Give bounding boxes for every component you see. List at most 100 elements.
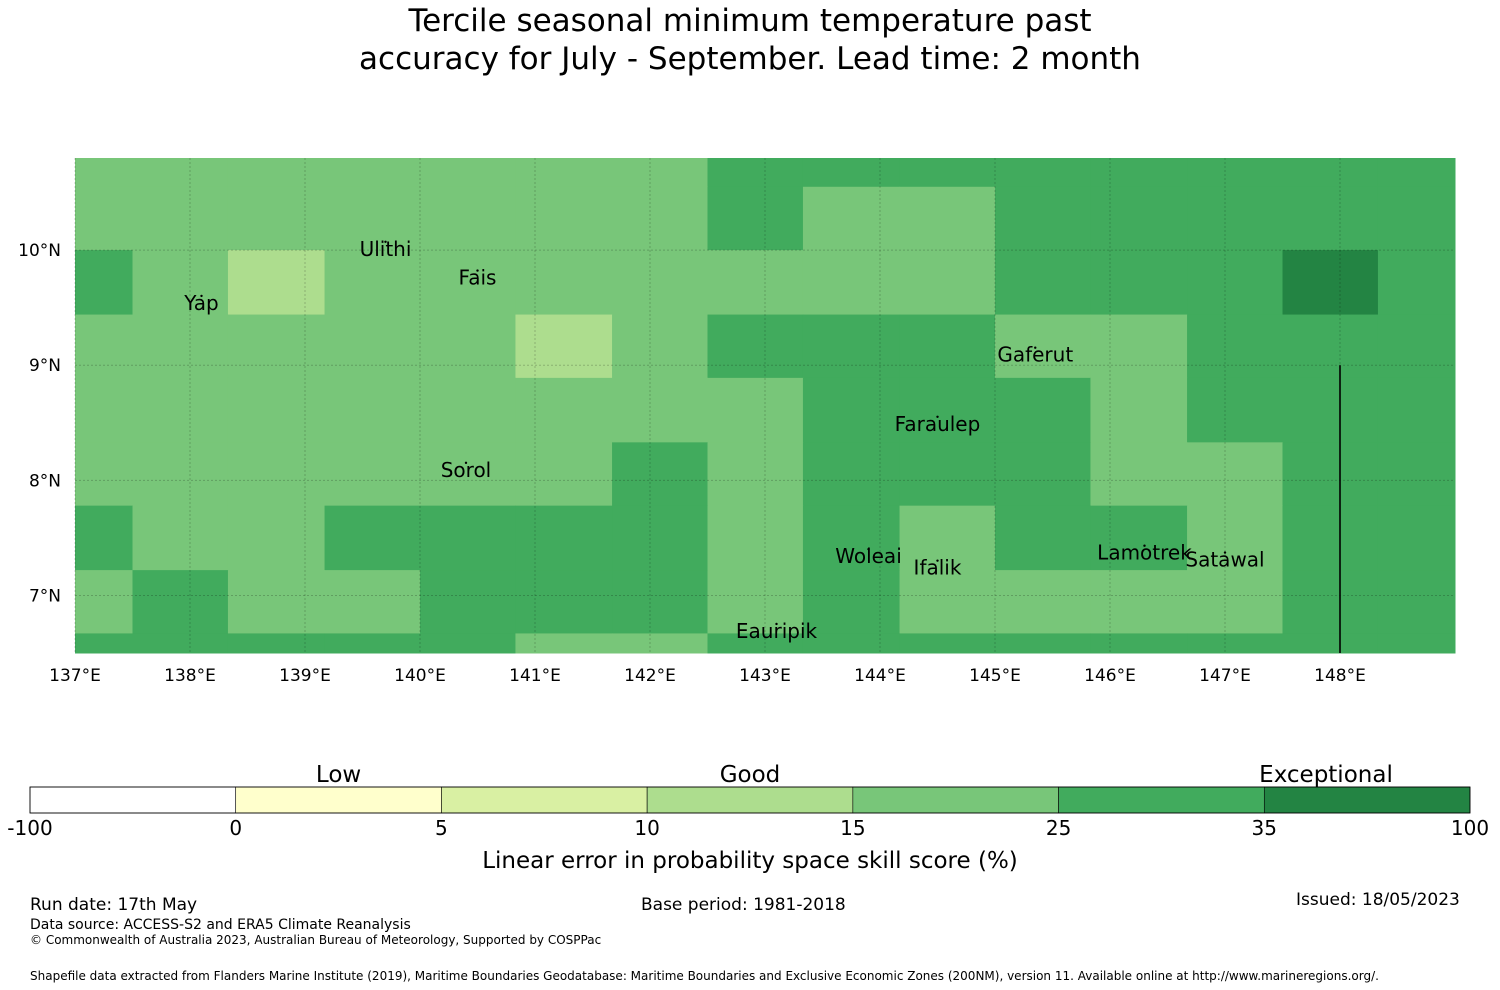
- skill-cell: [515, 186, 613, 251]
- skill-cell: [612, 633, 708, 654]
- skill-cell: [707, 505, 804, 571]
- skill-cell: [515, 442, 613, 507]
- lon-tick-label: 141°E: [509, 666, 561, 686]
- skill-cell: [995, 505, 1091, 571]
- skill-cell: [1090, 314, 1188, 379]
- skill-cell: [995, 633, 1091, 654]
- colorbar-category-label: Exceptional: [1259, 762, 1393, 788]
- lon-tick-label: 140°E: [394, 666, 446, 686]
- colorbar-label: Linear error in probability space skill …: [482, 848, 1018, 874]
- skill-cell: [707, 442, 804, 507]
- skill-cell: [324, 377, 421, 443]
- colorbar-swatch: [1058, 786, 1265, 814]
- place-label: Gaferut: [997, 343, 1073, 367]
- skill-cell: [227, 570, 326, 634]
- graticule: [74, 158, 1455, 653]
- place-label: Ulithi: [360, 237, 412, 261]
- skill-cell: [227, 633, 326, 654]
- skill-cell: [612, 442, 708, 507]
- skill-cell: [899, 186, 996, 251]
- skill-cell: [75, 633, 133, 654]
- place-label: Ifalik: [914, 556, 962, 580]
- lon-tick-label: 144°E: [854, 666, 906, 686]
- skill-cell: [420, 158, 516, 188]
- skill-cell: [515, 377, 613, 443]
- skill-cell: [132, 314, 229, 379]
- skill-cell: [75, 505, 133, 571]
- place-label: Fais: [459, 266, 497, 290]
- skill-cell: [324, 314, 421, 379]
- title-line-1: Tercile seasonal minimum temperature pas…: [408, 3, 1092, 39]
- island-marker: [464, 461, 468, 465]
- skill-cell: [515, 570, 613, 634]
- lon-tick-label: 145°E: [969, 666, 1021, 686]
- skill-cell: [324, 570, 421, 634]
- skill-cell: [132, 570, 229, 634]
- island-marker: [1034, 346, 1037, 349]
- skill-cell: [1187, 633, 1283, 654]
- colorbar: -100 0 5 10 15 25 35 100 Low Good Exceptional Linea…: [7, 762, 1489, 874]
- skill-cell: [324, 505, 421, 571]
- skill-cell: [1377, 377, 1456, 443]
- skill-cell: [515, 314, 613, 379]
- colorbar-category-label: Good: [720, 762, 781, 788]
- colorbar-tick-label: 25: [1046, 816, 1071, 840]
- skill-cell: [1282, 442, 1379, 507]
- skill-cell: [899, 442, 996, 507]
- skill-cell: [802, 314, 901, 379]
- skill-cell: [1187, 158, 1283, 188]
- colorbar-tick-label: 15: [840, 816, 865, 840]
- lon-tick-label: 148°E: [1314, 666, 1366, 686]
- skill-cell: [132, 250, 229, 316]
- skill-cell: [515, 250, 613, 316]
- skill-cell: [802, 250, 901, 316]
- skill-cell: [1090, 442, 1188, 507]
- colorbar-swatch: [852, 786, 1059, 814]
- skill-cell: [75, 570, 133, 634]
- colorbar-swatch: [29, 786, 237, 814]
- skill-cell: [132, 442, 229, 507]
- skill-cell: [324, 158, 421, 188]
- lat-tick-label: 10°N: [18, 241, 61, 261]
- skill-cell: [227, 505, 326, 571]
- skill-cell: [707, 570, 804, 634]
- island-marker: [936, 559, 939, 562]
- skill-cell: [1377, 505, 1456, 571]
- skill-cell: [132, 505, 229, 571]
- island-marker: [476, 269, 479, 272]
- skill-cell: [1187, 250, 1283, 316]
- skill-cell: [899, 158, 996, 188]
- skill-cell: [802, 570, 901, 634]
- skill-cell: [1187, 186, 1283, 251]
- island-marker: [1143, 544, 1146, 547]
- skill-cell: [612, 314, 708, 379]
- skill-cell: [995, 442, 1091, 507]
- skill-cell: [515, 633, 613, 654]
- skill-cell: [420, 442, 516, 507]
- island-marker: [936, 415, 939, 418]
- skill-cell: [227, 442, 326, 507]
- place-labels: Yap Ulithi Fais Gaferut Faraulep Sorol Woleai I…: [183, 237, 1264, 643]
- skill-cell: [1282, 377, 1379, 443]
- skill-cell: [1282, 314, 1379, 379]
- skill-cell: [899, 250, 996, 316]
- skill-cell: [899, 570, 996, 634]
- skill-cell: [802, 377, 901, 443]
- skill-cell: [75, 158, 133, 188]
- skill-cell: [227, 377, 326, 443]
- title-line-2: accuracy for July - September. Lead time…: [359, 41, 1141, 77]
- skill-cell: [75, 377, 133, 443]
- island-marker: [384, 240, 387, 243]
- skill-cell: [1187, 377, 1283, 443]
- lon-tick-label: 138°E: [164, 666, 216, 686]
- skill-cell: [802, 186, 901, 251]
- skill-cell: [1377, 158, 1456, 188]
- lat-tick-label: 8°N: [29, 471, 61, 491]
- island-marker: [867, 547, 870, 551]
- skill-cell: [1377, 250, 1456, 316]
- colorbar-tick-label: 10: [634, 816, 659, 840]
- lon-tick-label: 137°E: [49, 666, 101, 686]
- map-title: Tercile seasonal minimum temperature pas…: [0, 2, 1500, 78]
- skill-cell: [612, 505, 708, 571]
- skill-cell: [1282, 186, 1379, 251]
